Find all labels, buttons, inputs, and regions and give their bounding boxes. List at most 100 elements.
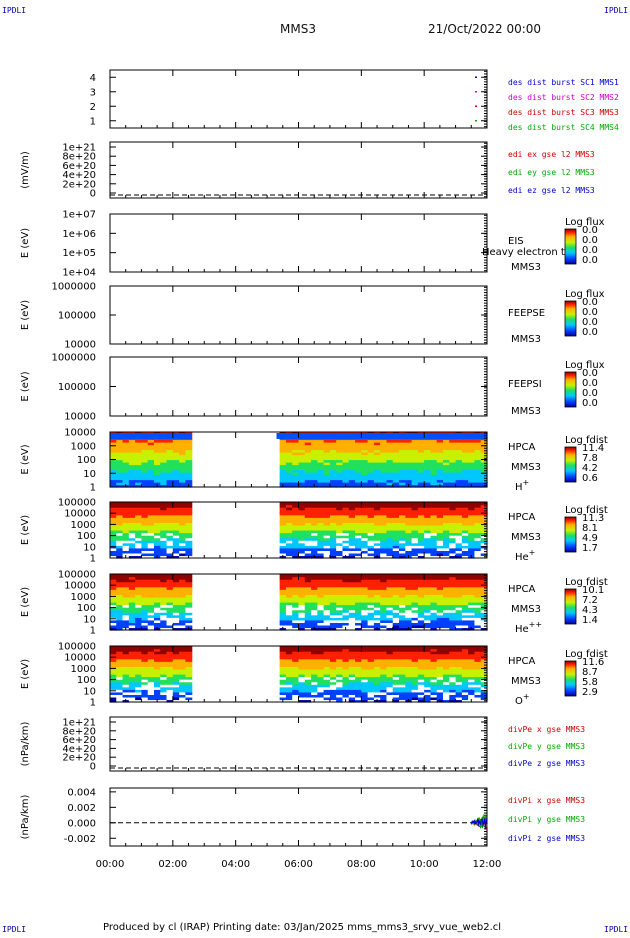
hpca_h-cell [153, 472, 161, 476]
hpca_hepp-cell [436, 586, 444, 590]
hpca_o-cell [430, 689, 438, 693]
hpca_o-cell [128, 696, 136, 701]
hpca_h-cell [116, 457, 124, 461]
hpca_he-cell [166, 547, 174, 551]
hpca_hepp-cell [336, 612, 344, 616]
hpca_o-cell [128, 694, 136, 698]
hpca_he-cell [411, 535, 419, 539]
hpca_o-cell [304, 691, 312, 695]
hpca_o-cell [172, 684, 180, 688]
hpca_h-cell [317, 462, 325, 466]
hpca_h-cell [279, 462, 287, 466]
hpca_o-cell [329, 668, 337, 673]
hpca_h-cell [348, 474, 356, 478]
hpca_hepp-cell [392, 614, 400, 618]
hpca_h-cell [417, 477, 425, 481]
hpca_o-cell [380, 681, 388, 685]
hpca_o-cell [323, 671, 331, 675]
hpca_he-cell [411, 532, 419, 536]
hpca_hepp-cell [461, 576, 469, 580]
hpca_he-cell [392, 545, 400, 549]
hpca_h-cell [417, 467, 425, 471]
hpca_he-cell [160, 535, 168, 539]
x-tick-label: 02:00 [158, 859, 187, 870]
hpca_he-cell [147, 555, 155, 559]
hpca_h-cell [153, 462, 161, 466]
hpca_hepp-cell [110, 627, 117, 631]
hpca_he-cell [417, 535, 425, 539]
hpca_o-spectrogram [110, 646, 488, 703]
hpca_o-cell [279, 646, 287, 650]
hpca_hepp-cell [355, 591, 362, 595]
hpca_o-cell [455, 696, 463, 701]
hpca_hepp-colorbar-value: 1.4 [582, 615, 598, 626]
hpca_o-cell [386, 668, 394, 673]
hpca_hepp-cell [172, 591, 180, 595]
hpca_hepp-cell [179, 602, 186, 606]
eis-colorbar [564, 228, 577, 265]
hpca_h-cell [348, 484, 356, 488]
hpca_o-cell [449, 658, 457, 662]
hpca_hepp-cell [405, 622, 413, 626]
hpca_o-cell [292, 661, 300, 665]
hpca_o-cell [122, 674, 130, 678]
hpca_h-cell [436, 459, 444, 463]
hpca_hepp-cell [336, 591, 344, 595]
hpca_o-cell [172, 663, 180, 667]
hpca_h-cell [405, 472, 413, 476]
hpca_he-cell [141, 552, 149, 557]
hpca_h-cell [355, 442, 362, 446]
hpca_h-cell [436, 479, 444, 483]
feepsi-colorbar [564, 371, 577, 408]
hpca_o-cell [474, 648, 482, 652]
hpca_h-cell [424, 454, 432, 458]
hpca_h-cell [110, 457, 117, 461]
edi-legend-label: edi ex gse l2 MMS3 [508, 150, 595, 159]
hpca_o-cell [342, 663, 350, 667]
hpca_h-cell [329, 464, 337, 468]
hpca_o-cell [160, 681, 168, 685]
hpca_he-cell [160, 532, 168, 536]
hpca_he-cell [185, 509, 193, 513]
hpca_o-cell [141, 653, 149, 657]
hpca_hepp-cell [292, 574, 300, 578]
hpca_h-cell [461, 459, 469, 463]
hpca_h-cell [424, 449, 432, 453]
hpca_he-cell [405, 509, 413, 513]
hpca_he-cell [468, 524, 476, 529]
hpca_o-cell [128, 656, 136, 660]
hpca_hepp-cell [405, 584, 413, 588]
hpca_h-cell [172, 449, 180, 453]
hpca_h-cell [179, 454, 186, 458]
hpca_h-cell [317, 454, 325, 458]
hpca_he-cell [298, 522, 306, 526]
hpca_he-cell [348, 519, 356, 523]
hpca_o-cell [311, 689, 318, 693]
hpca_o-cell [323, 694, 331, 698]
hpca_o-cell [141, 651, 149, 655]
hpca_h-cell [172, 477, 180, 481]
hpca_hepp-cell [430, 581, 438, 585]
hpca_h-cell [361, 447, 369, 451]
hpca_o-cell [392, 689, 400, 693]
hpca_he-cell [424, 514, 432, 518]
hpca_hepp-cell [430, 614, 438, 618]
hpca_h-cell [179, 444, 186, 448]
hpca_he-cell [361, 535, 369, 539]
hpca_h-cell [449, 439, 457, 443]
hpca_he-cell [122, 512, 130, 516]
hpca_o-cell [166, 689, 174, 693]
eis-colorbar-value: 0.0 [582, 255, 598, 266]
hpca_h-cell [110, 454, 117, 458]
hpca_hepp-cell [128, 599, 136, 603]
hpca_h-cell [430, 459, 438, 463]
hpca_he-cell [436, 552, 444, 557]
hpca_he-cell [474, 519, 482, 523]
hpca_hepp-cell [348, 614, 356, 618]
hpca_o-cell [399, 694, 406, 698]
hpca_he-cell [285, 524, 293, 529]
hpca_o-cell [474, 671, 482, 675]
hpca_he-cell [436, 509, 444, 513]
hpca_h-cell [411, 462, 419, 466]
hpca_h-cell [153, 459, 161, 463]
